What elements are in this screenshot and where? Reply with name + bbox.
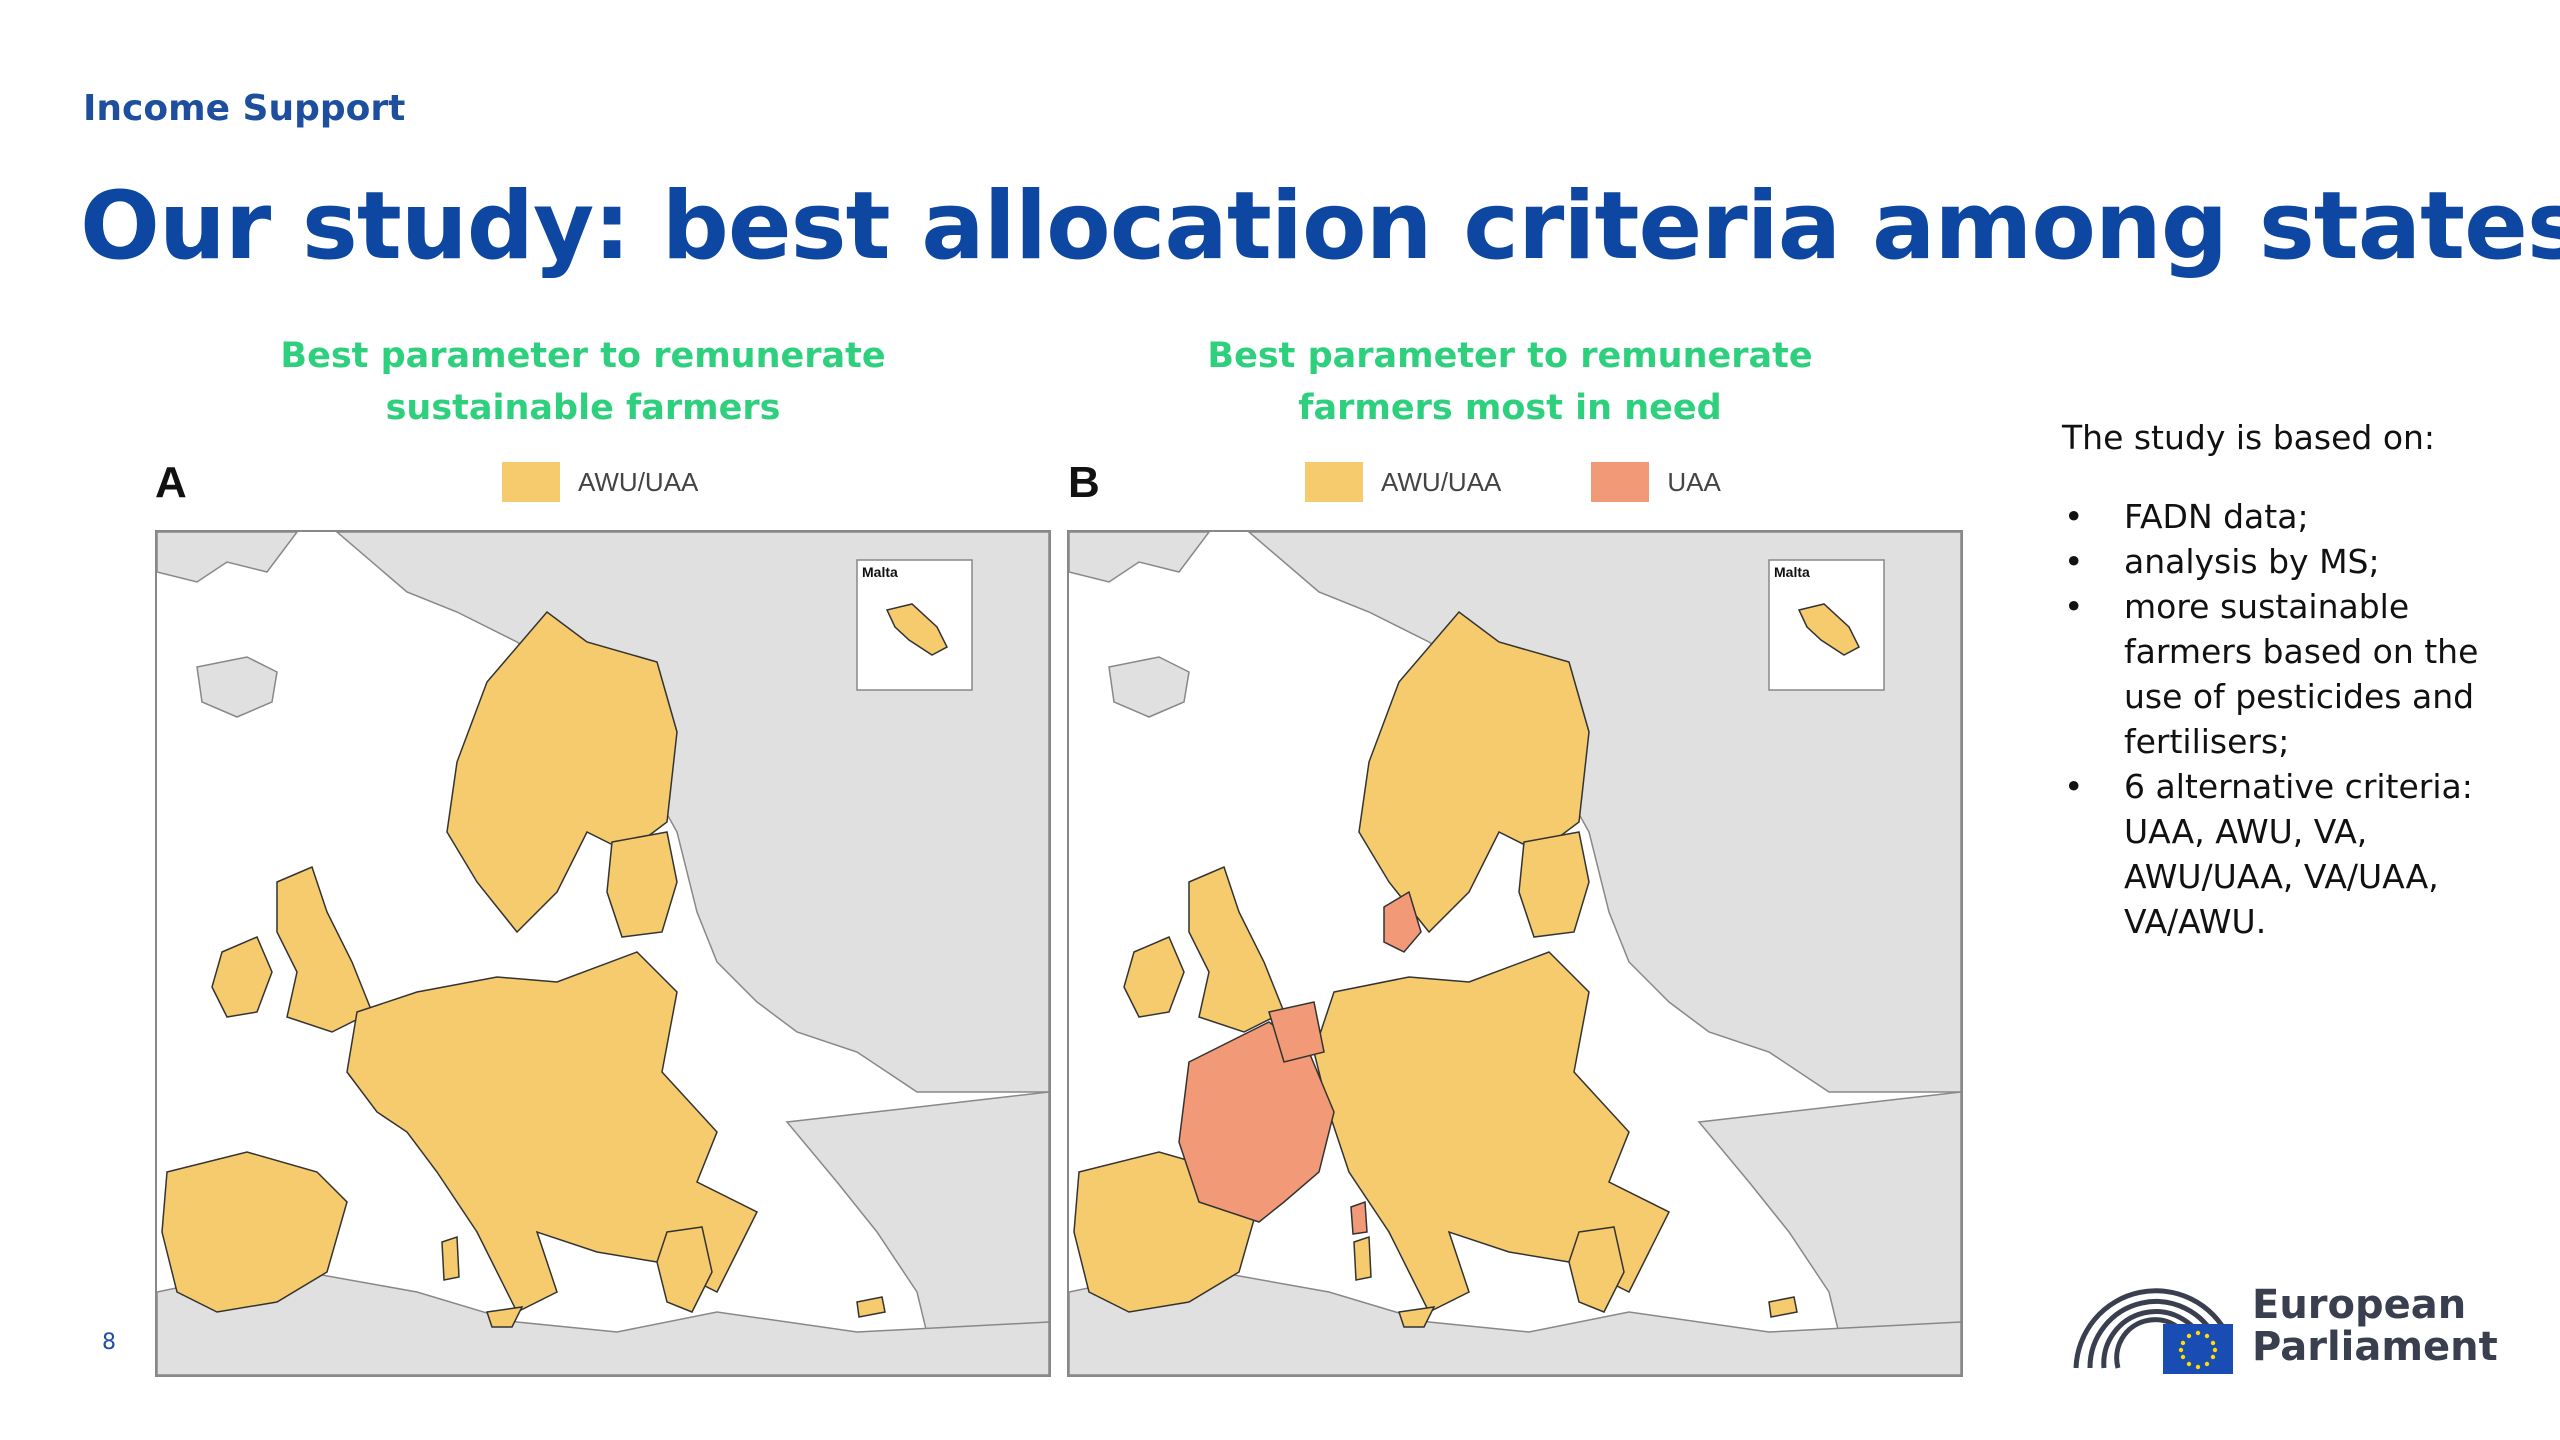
- legend-swatch-uaa: [1591, 462, 1650, 502]
- study-intro: The study is based on:: [2062, 418, 2436, 457]
- panel-b-legend: AWU/UAA UAA: [1305, 462, 1811, 502]
- page-number: 8: [102, 1330, 116, 1355]
- study-bullet: analysis by MS;: [2062, 539, 2502, 584]
- slide-title: Our study: best allocation criteria amon…: [80, 172, 2560, 281]
- map-a-cyprus: [856, 1296, 886, 1318]
- panel-b-letter: B: [1068, 458, 1100, 507]
- panel-b-heading-line1: Best parameter to remunerate: [1207, 336, 1813, 376]
- map-a-malta-island: [885, 603, 948, 656]
- legend-label-awu-uaa: AWU/UAA: [1381, 466, 1502, 497]
- logo-line1: European: [2252, 1282, 2467, 1328]
- map-b-ireland: [1123, 936, 1185, 1018]
- map-b-benelux: [1268, 1001, 1325, 1063]
- map-b-corsica: [1350, 1200, 1368, 1235]
- panel-a-heading-line2: sustainable farmers: [385, 388, 781, 428]
- logo-line2: Parliament: [2252, 1324, 2498, 1370]
- legend-swatch-awu-uaa: [502, 462, 560, 502]
- legend-swatch-awu-uaa: [1305, 462, 1363, 502]
- map-a-canvas: Malta: [157, 532, 1049, 1375]
- map-a-greece: [656, 1226, 713, 1313]
- map-b-denmark: [1383, 890, 1422, 953]
- european-parliament-logo: European Parliament: [2068, 1276, 2498, 1376]
- map-b-sicily: [1398, 1306, 1436, 1328]
- map-a-sardinia: [441, 1235, 460, 1281]
- map-a-iceland: [196, 656, 278, 718]
- panel-a-heading-line1: Best parameter to remunerate: [280, 336, 886, 376]
- map-b-greece: [1568, 1226, 1625, 1313]
- map-a-continent: [346, 951, 759, 1314]
- legend-label-awu-uaa: AWU/UAA: [578, 466, 699, 497]
- map-b-eu-countries-awu-uaa: [1073, 610, 1798, 1328]
- map-b-malta-island: [1797, 603, 1860, 656]
- map-a-eu-countries: [161, 610, 886, 1328]
- section-label: Income Support: [83, 88, 406, 129]
- map-a-iberia: [161, 1151, 348, 1313]
- map-a-land-west: [157, 532, 298, 583]
- map-b-malta-label: Malta: [1774, 564, 1810, 580]
- map-a-ireland: [211, 936, 273, 1018]
- map-a-scandinavia: [446, 610, 678, 934]
- map-b-baltics: [1518, 831, 1590, 938]
- legend-label-uaa: UAA: [1667, 466, 1721, 497]
- map-b-iceland: [1108, 656, 1190, 718]
- map-b-eu-countries-uaa: [1178, 890, 1422, 1235]
- map-b-scandinavia: [1358, 610, 1590, 934]
- map-a-land-africa: [157, 1266, 1049, 1375]
- map-b: Malta: [1067, 530, 1963, 1377]
- eu-stars-icon: [2178, 1330, 2218, 1370]
- study-bullet: FADN data;: [2062, 494, 2502, 539]
- study-bullets: FADN data; analysis by MS; more sustaina…: [2062, 494, 2502, 944]
- map-a-sicily: [486, 1306, 524, 1328]
- map-b-canvas: Malta: [1069, 532, 1961, 1375]
- map-a-uk: [276, 865, 373, 1033]
- map-a-malta-label: Malta: [862, 564, 898, 580]
- map-b-continent: [1313, 951, 1671, 1314]
- parliament-hemicycle-icon: [2073, 1288, 2233, 1374]
- map-b-land-africa: [1069, 1266, 1961, 1375]
- map-b-sardinia: [1353, 1235, 1372, 1281]
- map-b-cyprus: [1768, 1296, 1798, 1318]
- map-a: Malta: [155, 530, 1051, 1377]
- map-b-uk: [1188, 865, 1285, 1033]
- panel-a-legend: AWU/UAA: [502, 462, 788, 502]
- map-a-baltics: [606, 831, 678, 938]
- study-bullet: 6 alternative criteria: UAA, AWU, VA, AW…: [2062, 764, 2502, 944]
- panel-a-heading: Best parameter to remunerate sustainable…: [203, 330, 963, 434]
- panel-b-heading: Best parameter to remunerate farmers mos…: [1130, 330, 1890, 434]
- panel-a-letter: A: [155, 458, 187, 507]
- map-b-land-west: [1069, 532, 1210, 583]
- panel-b-heading-line2: farmers most in need: [1298, 388, 1722, 428]
- logo-text: European Parliament: [2252, 1284, 2498, 1368]
- study-bullet: more sustainable farmers based on the us…: [2062, 584, 2502, 764]
